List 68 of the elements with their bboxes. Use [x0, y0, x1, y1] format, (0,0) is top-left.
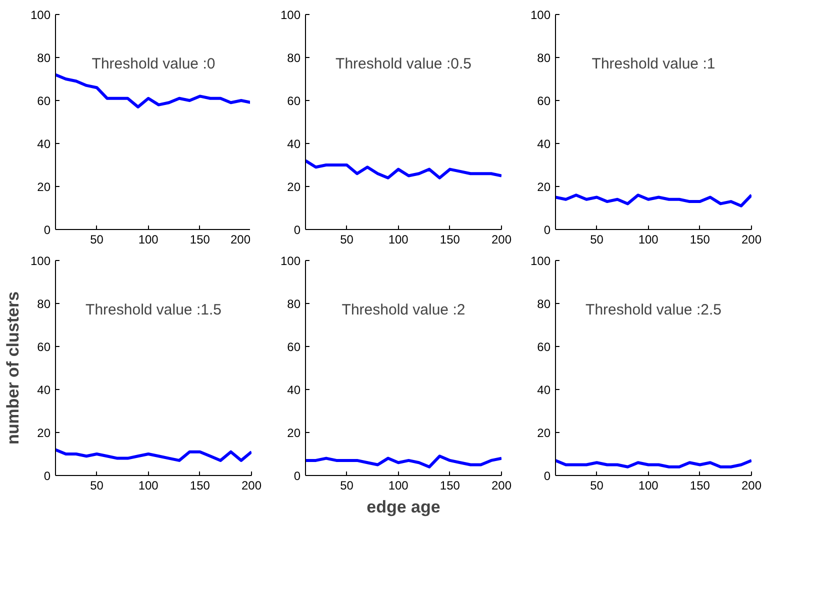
x-tick-label: 150: [690, 232, 710, 246]
y-tick-label: 100: [280, 254, 301, 268]
annotation: Threshold value :1.5: [86, 301, 222, 318]
x-tick-label: 50: [340, 478, 354, 492]
x-tick-label: 200: [241, 478, 262, 492]
x-tick-label: 150: [440, 478, 460, 492]
y-tick-label: 80: [37, 51, 51, 65]
y-tick-label: 100: [530, 8, 551, 22]
y-tick-label: 80: [287, 51, 301, 65]
y-tick-label: 100: [30, 8, 51, 22]
x-tick-label: 200: [491, 478, 512, 492]
y-tick-label: 0: [44, 469, 51, 483]
x-tick-label: 150: [440, 232, 460, 246]
y-tick-label: 80: [287, 297, 301, 311]
x-tick-label: 100: [638, 232, 659, 246]
y-tick-label: 0: [294, 469, 301, 483]
y-tick-label: 20: [537, 426, 551, 440]
x-tick-label: 50: [90, 478, 104, 492]
x-tick-label: 50: [340, 232, 354, 246]
y-tick-label: 100: [30, 254, 51, 268]
y-tick-label: 20: [287, 180, 301, 194]
y-tick-label: 60: [37, 94, 51, 108]
y-tick-label: 0: [294, 223, 301, 237]
x-tick-label: 150: [190, 232, 210, 246]
y-tick-label: 20: [37, 180, 51, 194]
y-axis-title: number of clusters: [3, 291, 22, 445]
y-tick-label: 80: [537, 51, 551, 65]
y-tick-label: 60: [287, 340, 301, 354]
y-tick-label: 80: [37, 297, 51, 311]
y-tick-label: 20: [37, 426, 51, 440]
y-tick-label: 20: [537, 180, 551, 194]
y-tick-label: 40: [287, 383, 301, 397]
x-tick-label: 100: [638, 478, 659, 492]
x-tick-label: 100: [138, 232, 159, 246]
y-tick-label: 0: [544, 223, 551, 237]
y-tick-label: 40: [537, 383, 551, 397]
x-tick-label: 200: [491, 232, 512, 246]
x-tick-label: 100: [388, 232, 409, 246]
x-tick-label: 150: [190, 478, 210, 492]
y-tick-label: 20: [287, 426, 301, 440]
x-tick-label: 50: [590, 478, 604, 492]
x-tick-label: 200: [741, 478, 762, 492]
annotation: Threshold value :1: [592, 55, 716, 72]
y-tick-label: 60: [37, 340, 51, 354]
x-tick-label: 150: [690, 478, 710, 492]
y-tick-label: 40: [287, 137, 301, 151]
annotation: Threshold value :2.5: [586, 301, 722, 318]
y-tick-label: 0: [544, 469, 551, 483]
x-tick-label: 200: [741, 232, 762, 246]
y-tick-label: 60: [537, 94, 551, 108]
x-tick-label: 50: [90, 232, 104, 246]
x-tick-label: 100: [138, 478, 159, 492]
x-axis-title: edge age: [366, 498, 440, 516]
x-tick-label: 50: [590, 232, 604, 246]
y-tick-label: 0: [44, 223, 51, 237]
y-tick-label: 60: [287, 94, 301, 108]
annotation: Threshold value :2: [342, 301, 466, 318]
y-tick-label: 100: [280, 8, 301, 22]
y-tick-label: 40: [37, 383, 51, 397]
y-tick-label: 80: [537, 297, 551, 311]
y-tick-label: 60: [537, 340, 551, 354]
annotation: Threshold value :0.5: [336, 55, 472, 72]
x-tick-label: 200: [230, 232, 251, 246]
annotation: Threshold value :0: [92, 55, 216, 72]
x-tick-label: 100: [388, 478, 409, 492]
y-tick-label: 40: [37, 137, 51, 151]
y-tick-label: 100: [530, 254, 551, 268]
y-tick-label: 40: [537, 137, 551, 151]
